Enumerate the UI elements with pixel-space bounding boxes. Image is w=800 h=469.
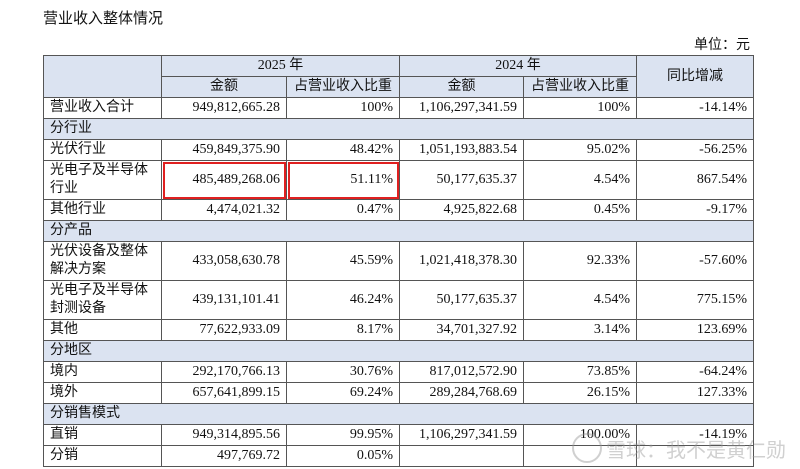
header-row-years: 2025 年 2024 年 同比增减	[43, 55, 754, 98]
share-2024: 3.14%	[523, 319, 637, 341]
amount-2025: 657,641,899.15	[161, 382, 287, 404]
row-label: 光伏行业	[43, 139, 162, 161]
row-label: 境外	[43, 382, 162, 404]
yoy-change: -57.60%	[636, 241, 754, 281]
yoy-change: 775.15%	[636, 280, 754, 320]
header-2024: 2024 年	[399, 55, 637, 77]
section-row-product: 分产品	[43, 220, 754, 242]
share-2024: 4.54%	[523, 160, 637, 200]
share-2025: 69.24%	[286, 382, 400, 404]
section-label: 分销售模式	[43, 403, 754, 425]
amount-2024: 1,021,418,378.30	[399, 241, 524, 281]
share-2025: 0.47%	[286, 199, 400, 221]
table-row-pv: 光伏行业 459,849,375.90 48.42% 1,051,193,883…	[43, 139, 754, 161]
amount-2024: 4,925,822.68	[399, 199, 524, 221]
share-2024: 26.15%	[523, 382, 637, 404]
amount-2025: 949,314,895.56	[161, 424, 287, 446]
amount-2024: 34,701,327.92	[399, 319, 524, 341]
table-row-domestic: 境内 292,170,766.13 30.76% 817,012,572.90 …	[43, 361, 754, 383]
row-label: 光电子及半导体行业	[43, 160, 162, 200]
yoy-change	[636, 445, 754, 467]
table-row-distribution: 分销 497,769.72 0.05%	[43, 445, 754, 467]
unit-label: 单位：元	[694, 38, 750, 53]
share-2024: 4.54%	[523, 280, 637, 320]
amount-2024: 50,177,635.37	[399, 280, 524, 320]
section-row-sales-mode: 分销售模式	[43, 403, 754, 425]
snowball-logo-icon	[572, 433, 602, 463]
share-2025: 100%	[286, 97, 400, 119]
share-2024: 0.45%	[523, 199, 637, 221]
header-blank	[43, 55, 162, 98]
table-row-other-industry: 其他行业 4,474,021.32 0.47% 4,925,822.68 0.4…	[43, 199, 754, 221]
amount-2025-highlighted: 485,489,268.06	[161, 160, 287, 200]
table-row-total: 营业收入合计 949,812,665.28 100% 1,106,297,341…	[43, 97, 754, 119]
yoy-change: 127.33%	[636, 382, 754, 404]
share-2024: 95.02%	[523, 139, 637, 161]
row-label: 境内	[43, 361, 162, 383]
table-row-other-product: 其他 77,622,933.09 8.17% 34,701,327.92 3.1…	[43, 319, 754, 341]
section-label: 分产品	[43, 220, 754, 242]
row-label: 光伏设备及整体解决方案	[43, 241, 162, 281]
row-label: 直销	[43, 424, 162, 446]
section-label: 分地区	[43, 340, 754, 362]
header-share-2024: 占营业收入比重	[523, 76, 637, 98]
table-row-overseas: 境外 657,641,899.15 69.24% 289,284,768.69 …	[43, 382, 754, 404]
amount-2025: 497,769.72	[161, 445, 287, 467]
share-2025: 0.05%	[286, 445, 400, 467]
row-label: 其他	[43, 319, 162, 341]
header-2025: 2025 年	[161, 55, 400, 77]
share-2025-highlighted: 51.11%	[286, 160, 400, 200]
amount-2025: 439,131,101.41	[161, 280, 287, 320]
share-2025: 30.76%	[286, 361, 400, 383]
header-row-sub: 金额 占营业收入比重 金额 占营业收入比重	[44, 76, 754, 98]
watermark-text: 雪球：我不是黄仁勋	[606, 437, 786, 462]
table-row-pv-equipment: 光伏设备及整体解决方案 433,058,630.78 45.59% 1,021,…	[43, 241, 754, 281]
table-row-opto: 光电子及半导体行业 485,489,268.06 51.11% 50,177,6…	[43, 160, 754, 200]
amount-2025: 459,849,375.90	[161, 139, 287, 161]
watermark: 雪球：我不是黄仁勋	[572, 433, 786, 463]
section-row-region: 分地区	[43, 340, 754, 362]
share-2025: 45.59%	[286, 241, 400, 281]
section-row-industry: 分行业	[43, 118, 754, 140]
yoy-change: 867.54%	[636, 160, 754, 200]
amount-2024: 817,012,572.90	[399, 361, 524, 383]
amount-2024: 50,177,635.37	[399, 160, 524, 200]
amount-2024	[399, 445, 524, 467]
yoy-change: -14.14%	[636, 97, 754, 119]
row-label: 其他行业	[43, 199, 162, 221]
share-2024: 100%	[523, 97, 637, 119]
revenue-table: 2025 年 2024 年 同比增减 金额 占营业收入比重 金额 占营业收入比重…	[43, 55, 754, 467]
amount-2025: 292,170,766.13	[161, 361, 287, 383]
amount-2024: 1,051,193,883.54	[399, 139, 524, 161]
share-2024: 92.33%	[523, 241, 637, 281]
yoy-change: -9.17%	[636, 199, 754, 221]
share-2025: 46.24%	[286, 280, 400, 320]
share-2024: 73.85%	[523, 361, 637, 383]
table-row-opto-equipment: 光电子及半导体封测设备 439,131,101.41 46.24% 50,177…	[43, 280, 754, 320]
document-title: 营业收入整体情况	[43, 11, 164, 27]
amount-2024: 289,284,768.69	[399, 382, 524, 404]
amount-2025: 4,474,021.32	[161, 199, 287, 221]
share-2025: 8.17%	[286, 319, 400, 341]
amount-2025: 77,622,933.09	[161, 319, 287, 341]
amount-2025: 433,058,630.78	[161, 241, 287, 281]
amount-2024: 1,106,297,341.59	[399, 97, 524, 119]
header-share-2025: 占营业收入比重	[286, 76, 400, 98]
section-label: 分行业	[43, 118, 754, 140]
share-2025: 99.95%	[286, 424, 400, 446]
share-2025: 48.42%	[286, 139, 400, 161]
row-label: 分销	[43, 445, 162, 467]
header-yoy: 同比增减	[636, 55, 754, 98]
row-label: 营业收入合计	[43, 97, 162, 119]
yoy-change: -64.24%	[636, 361, 754, 383]
yoy-change: 123.69%	[636, 319, 754, 341]
header-amount-2025: 金额	[161, 76, 287, 98]
row-label: 光电子及半导体封测设备	[43, 280, 162, 320]
amount-2025: 949,812,665.28	[161, 97, 287, 119]
yoy-change: -56.25%	[636, 139, 754, 161]
amount-2024: 1,106,297,341.59	[399, 424, 524, 446]
header-amount-2024: 金额	[399, 76, 524, 98]
